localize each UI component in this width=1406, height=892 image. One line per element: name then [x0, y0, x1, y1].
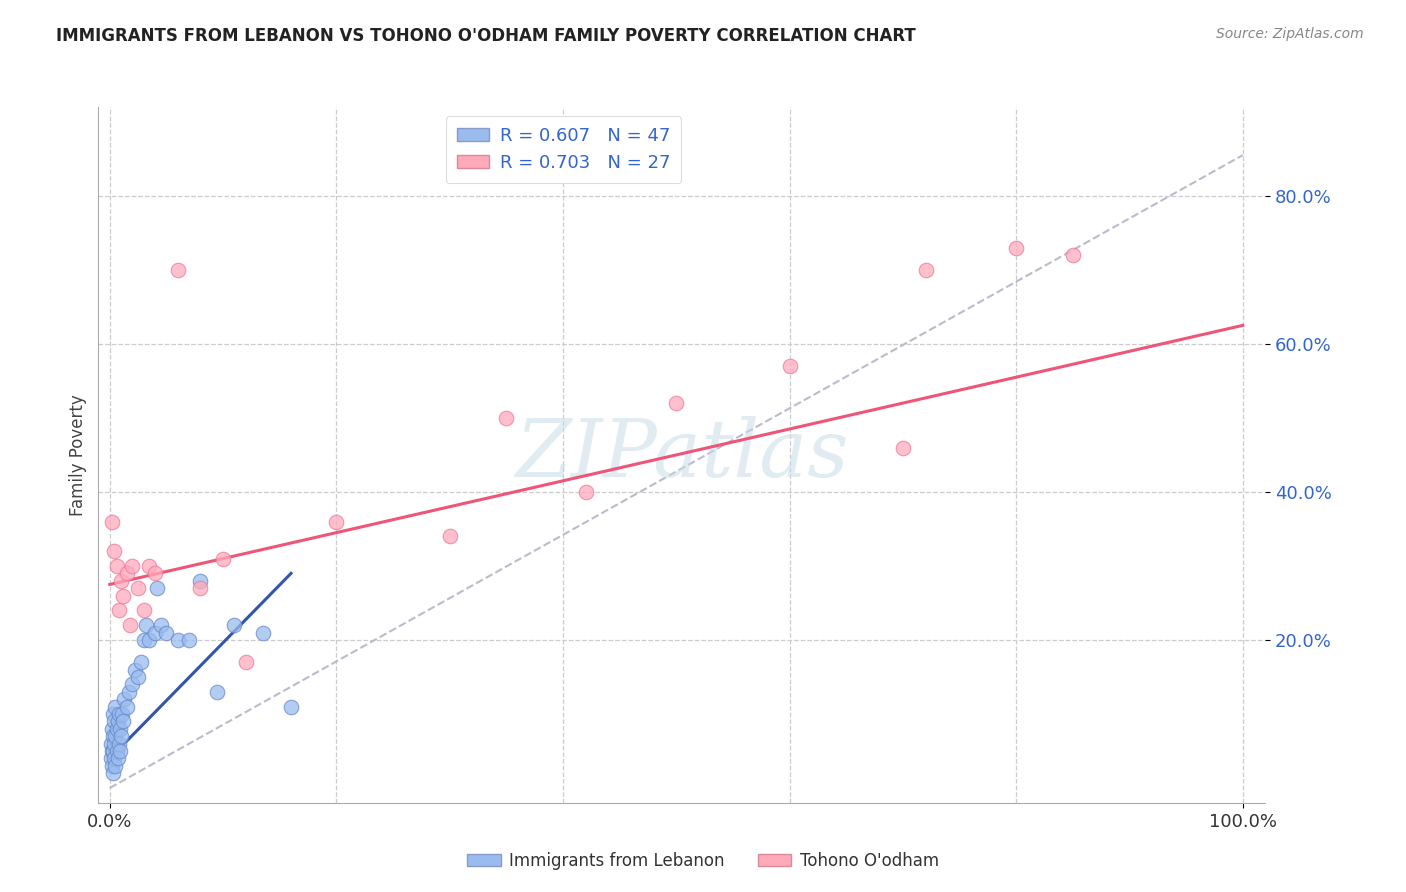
Point [124, 663, 146, 677]
Point [155, 625, 177, 640]
Point [101, 729, 124, 743]
Point [108, 744, 131, 758]
Point [110, 574, 132, 588]
Point [212, 551, 235, 566]
Point [101, 744, 124, 758]
Point [101, 766, 124, 780]
Point [118, 685, 141, 699]
Point [166, 632, 188, 647]
Point [127, 670, 149, 684]
Point [207, 685, 229, 699]
Point [101, 515, 124, 529]
Point [100, 751, 122, 765]
Text: Source: ZipAtlas.com: Source: ZipAtlas.com [1216, 27, 1364, 41]
Point [190, 574, 212, 588]
Point [166, 263, 188, 277]
Point [103, 751, 125, 765]
Point [108, 737, 131, 751]
Point [575, 484, 598, 499]
Text: IMMIGRANTS FROM LEBANON VS TOHONO O'ODHAM FAMILY POVERTY CORRELATION CHART: IMMIGRANTS FROM LEBANON VS TOHONO O'ODHA… [56, 27, 915, 45]
Legend: R = 0.607   N = 47, R = 0.703   N = 27: R = 0.607 N = 47, R = 0.703 N = 27 [446, 116, 682, 183]
Point [108, 722, 131, 736]
Point [103, 714, 125, 729]
Text: ZIPatlas: ZIPatlas [515, 417, 849, 493]
Point [914, 263, 936, 277]
Y-axis label: Family Poverty: Family Poverty [69, 394, 87, 516]
Point [132, 632, 155, 647]
Point [138, 632, 160, 647]
Point [104, 759, 127, 773]
Legend: Immigrants from Lebanon, Tohono O'odham: Immigrants from Lebanon, Tohono O'odham [461, 846, 945, 877]
Point [112, 714, 135, 729]
Point [111, 706, 134, 721]
Point [103, 737, 125, 751]
Point [104, 729, 127, 743]
Point [110, 729, 132, 743]
Point [665, 396, 688, 410]
Point [105, 558, 128, 573]
Point [143, 566, 166, 581]
Point [108, 706, 131, 721]
Point [108, 603, 131, 617]
Point [121, 558, 143, 573]
Point [127, 581, 149, 595]
Point [107, 714, 129, 729]
Point [101, 706, 124, 721]
Point [224, 618, 246, 632]
Point [146, 581, 169, 595]
Point [149, 618, 172, 632]
Point [779, 359, 801, 373]
Point [325, 515, 347, 529]
Point [112, 589, 135, 603]
Point [121, 677, 143, 691]
Point [114, 692, 136, 706]
Point [104, 699, 127, 714]
Point [138, 558, 160, 573]
Point [190, 581, 212, 595]
Point [100, 737, 122, 751]
Point [132, 603, 155, 617]
Point [101, 722, 124, 736]
Point [105, 744, 128, 758]
Point [495, 411, 517, 425]
Point [891, 441, 914, 455]
Point [439, 529, 461, 543]
Point [107, 751, 129, 765]
Point [135, 618, 157, 632]
Point [280, 699, 302, 714]
Point [120, 618, 142, 632]
Point [115, 566, 138, 581]
Point [103, 544, 125, 558]
Point [105, 722, 128, 736]
Point [101, 744, 124, 758]
Point [101, 759, 124, 773]
Point [252, 625, 274, 640]
Point [1062, 248, 1084, 262]
Point [143, 625, 166, 640]
Point [1005, 241, 1028, 255]
Point [235, 655, 257, 669]
Point [131, 655, 153, 669]
Point [177, 632, 200, 647]
Point [115, 699, 138, 714]
